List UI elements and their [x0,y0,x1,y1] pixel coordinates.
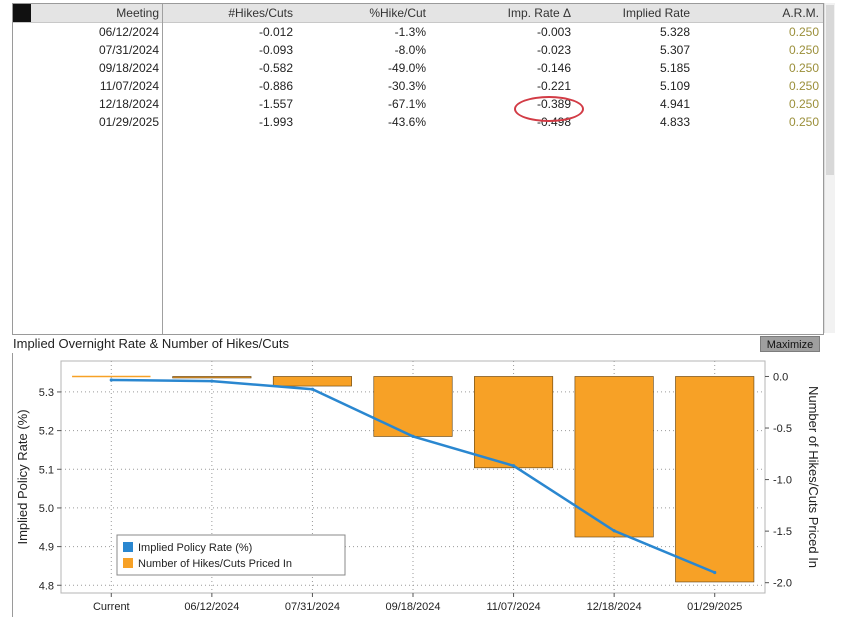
legend-swatch-line [123,542,133,552]
scrollbar-thumb[interactable] [826,5,834,175]
cell-implied-rate: 5.109 [659,79,690,93]
y-tick-label: 4.8 [39,580,54,592]
cell-pct-hike-cut: -49.0% [387,61,426,75]
y2-tick-label: -1.5 [773,526,792,538]
y2-tick-label: -2.0 [773,578,792,590]
cell-hikes-cuts: -0.093 [258,43,293,57]
y2-tick-label: 0.0 [773,371,788,383]
legend-label-bar: Number of Hikes/Cuts Priced In [138,558,292,570]
bar [272,376,352,387]
col-header-arm[interactable]: A.R.M. [782,6,819,20]
y-tick-label: 5.2 [39,426,54,438]
cell-imp-rate-delta: -0.023 [536,43,571,57]
table-row[interactable]: 09/18/2024 -0.582 -49.0% -0.146 5.185 0.250 [13,59,823,77]
legend-box [116,534,346,576]
cell-implied-rate: 5.328 [659,25,690,39]
table-header: Meeting #Hikes/Cuts %Hike/Cut Imp. Rate … [13,4,823,23]
cell-meeting: 09/18/2024 [98,61,159,75]
line-point [713,570,717,575]
cell-arm: 0.250 [788,25,819,39]
table-row[interactable]: 11/07/2024 -0.886 -30.3% -0.221 5.109 0.250 [13,77,823,95]
table-row[interactable]: 06/12/2024 -0.012 -1.3% -0.003 5.328 0.250 [13,23,823,41]
cell-meeting: 01/29/2025 [98,115,159,129]
meeting-table: Meeting #Hikes/Cuts %Hike/Cut Imp. Rate … [12,3,824,335]
cell-implied-rate: 4.833 [659,115,690,129]
cell-pct-hike-cut: -1.3% [394,25,426,39]
col-header-meeting[interactable]: Meeting [116,6,159,20]
highlight-circle [514,96,584,122]
x-tick-label: 09/18/2024 [385,601,440,613]
line-point [310,387,315,391]
col-header-imp-rate-delta[interactable]: Imp. Rate Δ [507,6,571,20]
x-tick-label: 12/18/2024 [587,601,642,613]
table-row[interactable]: 12/18/2024 -1.557 -67.1% -0.389 4.941 0.250 [13,95,823,113]
y2-axis-label: Number of Hikes/Cuts Priced In [806,386,821,568]
column-divider [162,4,163,334]
y-axis-label: Implied Policy Rate (%) [15,409,30,544]
cell-hikes-cuts: -1.557 [258,97,293,111]
header-corner [13,4,31,22]
bar [373,376,453,437]
col-header-implied-rate[interactable]: Implied Rate [622,6,690,20]
cell-arm: 0.250 [788,43,819,57]
y-tick-label: 5.0 [39,503,54,515]
chart-svg: 5.3 5.2 5.1 5.0 4.9 4.8 0.0 -0.5 -1.0 -1.5 -2.0 Cur… [15,360,821,613]
cell-meeting: 12/18/2024 [98,97,159,111]
legend-label-line: Implied Policy Rate (%) [138,542,252,554]
cell-arm: 0.250 [788,97,819,111]
chart-title: Implied Overnight Rate & Number of Hikes… [13,336,289,351]
col-header-hikes-cuts[interactable]: #Hikes/Cuts [228,6,293,20]
table-row[interactable]: 07/31/2024 -0.093 -8.0% -0.023 5.307 0.250 [13,41,823,59]
x-tick-label: 07/31/2024 [285,601,340,613]
line-point [511,464,516,468]
cell-hikes-cuts: -0.582 [258,61,293,75]
y-tick-label: 5.1 [39,464,54,476]
cell-pct-hike-cut: -43.6% [387,115,426,129]
cell-arm: 0.250 [788,115,819,129]
cell-pct-hike-cut: -30.3% [387,79,426,93]
line-point [612,529,616,533]
cell-arm: 0.250 [788,79,819,93]
table-row[interactable]: 01/29/2025 -1.993 -43.6% -0.498 4.833 0.250 [13,113,823,131]
chart-panel: 5.3 5.2 5.1 5.0 4.9 4.8 0.0 -0.5 -1.0 -1.5 -2.0 Cur… [12,353,823,617]
cell-meeting: 07/31/2024 [98,43,159,57]
bar [474,376,554,469]
x-tick-label: 11/07/2024 [486,601,540,613]
cell-arm: 0.250 [788,61,819,75]
x-tick-label: 06/12/2024 [184,601,239,613]
y2-tick-label: -0.5 [773,423,792,435]
cell-implied-rate: 5.307 [659,43,690,57]
x-tick-label: 01/29/2025 [687,601,742,613]
cell-pct-hike-cut: -67.1% [387,97,426,111]
cell-meeting: 06/12/2024 [98,25,159,39]
table-scrollbar[interactable] [824,3,835,333]
y-tick-label: 5.3 [39,387,54,399]
cell-hikes-cuts: -1.993 [258,115,293,129]
x-tick-label: Current [93,601,130,613]
cell-imp-rate-delta: -0.003 [536,25,571,39]
cell-implied-rate: 4.941 [659,97,690,111]
cell-hikes-cuts: -0.886 [258,79,293,93]
legend-swatch-bar [123,558,133,568]
line-point [411,434,415,438]
col-header-pct-hike-cut[interactable]: %Hike/Cut [369,6,426,20]
bar [172,376,252,379]
cell-implied-rate: 5.185 [659,61,690,75]
cell-pct-hike-cut: -8.0% [394,43,426,57]
maximize-button[interactable]: Maximize [760,336,820,352]
y2-tick-label: -1.0 [773,475,792,487]
bar [574,376,654,538]
cell-imp-rate-delta: -0.146 [536,61,571,75]
cell-meeting: 11/07/2024 [99,79,159,93]
cell-imp-rate-delta: -0.221 [536,79,571,93]
bar [675,376,755,583]
y-tick-label: 4.9 [39,542,54,554]
line-point [109,378,113,382]
cell-hikes-cuts: -0.012 [258,25,293,39]
line-point [210,379,214,383]
